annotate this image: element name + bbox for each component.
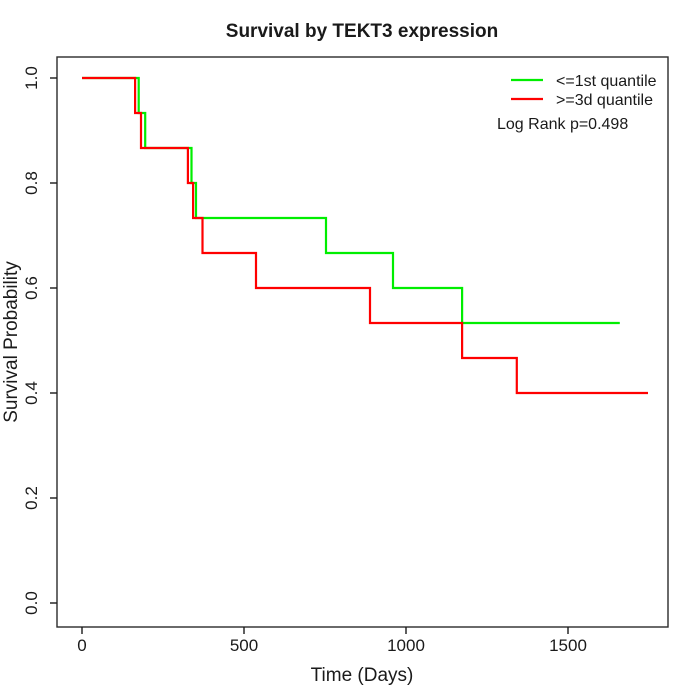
legend: <=1st quantile >=3d quantile Log Rank p=… <box>497 73 657 133</box>
x-axis-title: Time (Days) <box>311 665 414 686</box>
y-axis: 0.0 0.2 0.4 0.6 0.8 1.0 <box>22 66 57 615</box>
chart-title: Survival by TEKT3 expression <box>226 21 498 42</box>
y-axis-tick-label: 0.8 <box>22 171 41 195</box>
legend-label-quantile1: <=1st quantile <box>556 73 657 90</box>
y-axis-tick-label: 0.6 <box>22 276 41 300</box>
y-axis-tick-label: 0.4 <box>22 381 41 405</box>
legend-label-quantile3: >=3d quantile <box>556 92 653 109</box>
x-axis: 0 500 1000 1500 <box>77 627 587 655</box>
survival-curve-quantile1 <box>82 76 620 325</box>
y-axis-tick-label: 1.0 <box>22 66 41 90</box>
log-rank-annotation: Log Rank p=0.498 <box>497 116 628 133</box>
y-axis-tick-label: 0.2 <box>22 486 41 510</box>
x-axis-tick-label: 1000 <box>387 636 425 655</box>
y-axis-title: Survival Probability <box>1 261 22 423</box>
x-axis-tick-label: 0 <box>77 636 86 655</box>
y-axis-tick-label: 0.0 <box>22 591 41 615</box>
x-axis-tick-label: 1500 <box>549 636 587 655</box>
survival-curves <box>82 76 648 395</box>
x-axis-tick-label: 500 <box>230 636 258 655</box>
survival-curve-quantile3 <box>82 76 648 395</box>
plot-box <box>56 56 669 628</box>
